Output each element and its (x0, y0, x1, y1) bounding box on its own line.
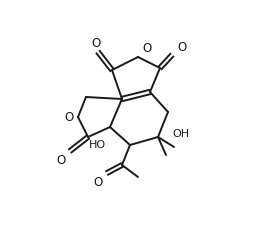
Text: O: O (57, 153, 66, 166)
Text: OH: OH (172, 128, 189, 138)
Text: O: O (94, 175, 103, 188)
Text: O: O (91, 37, 101, 50)
Text: O: O (65, 111, 74, 124)
Text: O: O (177, 41, 186, 54)
Text: HO: HO (89, 139, 106, 149)
Text: O: O (142, 42, 151, 55)
